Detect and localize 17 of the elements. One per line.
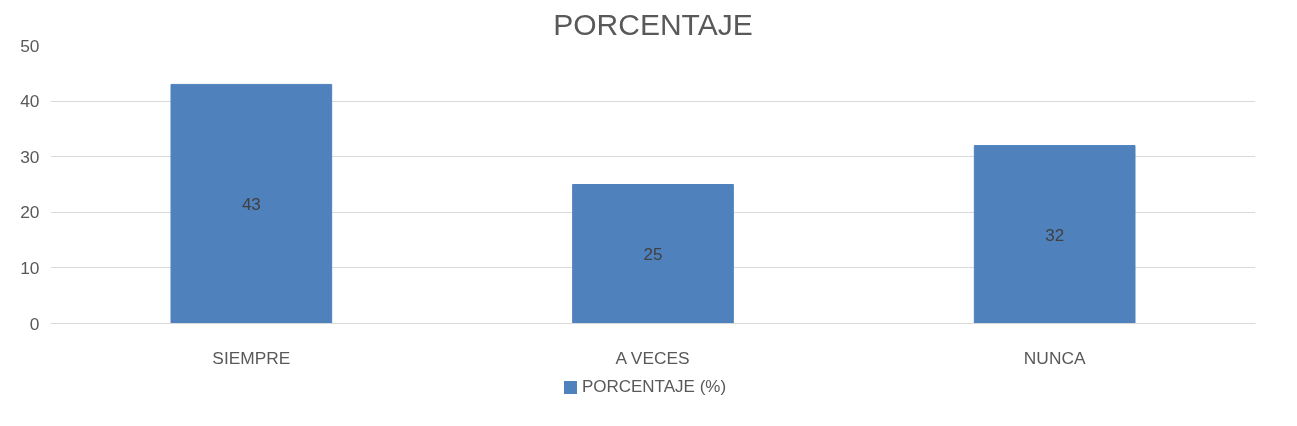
y-tick-label: 20: [20, 202, 40, 223]
data-label: 32: [1045, 225, 1065, 245]
y-tick-label: 40: [20, 91, 40, 112]
x-tick-label: SIEMPRE: [212, 347, 291, 368]
bar: [170, 83, 333, 324]
bar: [572, 184, 734, 324]
y-tick-label: 30: [20, 146, 40, 167]
y-tick-label: 0: [29, 313, 40, 334]
y-tick-label: 50: [20, 35, 40, 56]
data-label: 25: [643, 245, 663, 264]
y-tick-label: 10: [20, 257, 40, 278]
bar: [973, 145, 1136, 324]
x-tick-label: NUNCA: [1023, 347, 1086, 368]
x-tick-label: A VECES: [615, 347, 690, 368]
chart-title: PORCENTAJE: [553, 7, 753, 41]
legend-label: PORCENTAJE (%): [580, 376, 727, 398]
data-label: 43: [241, 194, 261, 214]
